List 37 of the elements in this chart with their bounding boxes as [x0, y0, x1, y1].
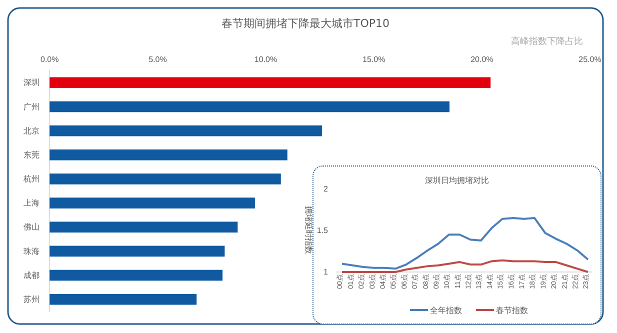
x-tick-label: 20.0%: [470, 55, 494, 64]
y-tick-label: 北京: [24, 126, 40, 136]
x-tick-label: 10.0%: [254, 55, 278, 64]
bar: [50, 77, 491, 88]
y-tick-label: 珠海: [24, 246, 40, 256]
x-tick-label: 15.0%: [362, 55, 386, 64]
bar: [50, 101, 450, 112]
y-tick-label: 上海: [24, 198, 40, 208]
legend-label: 全年指数: [430, 306, 462, 315]
y-tick-label: 杭州: [22, 174, 40, 184]
bar: [50, 222, 238, 233]
line-series: [341, 259, 589, 273]
bar: [50, 246, 225, 257]
chart-title: 春节期间拥堵下降最大城市TOP10: [221, 17, 390, 30]
y-tick-label: 成都: [24, 270, 40, 280]
bar: [50, 198, 255, 208]
y-tick-label: 苏州: [24, 294, 40, 304]
y-tick-label: 东莞: [24, 150, 40, 160]
bar: [50, 174, 281, 184]
y-axis-title: 拥堵延时指数: [304, 206, 313, 254]
x-axis-title: 高峰指数下降占比: [511, 36, 583, 47]
x-tick-label: 0.0%: [40, 55, 59, 64]
y-tick-label: 佛山: [24, 222, 40, 232]
legend-label: 春节指数: [496, 306, 528, 315]
x-tick-label: 25.0%: [578, 55, 602, 64]
bar: [50, 294, 197, 305]
y-tick-label: 2: [324, 184, 329, 194]
chart-title: 深圳日均拥堵对比: [425, 176, 489, 185]
line-series: [341, 217, 589, 270]
y-tick-label: 广州: [24, 102, 40, 112]
y-tick-label: 深圳: [24, 78, 40, 88]
y-tick-label: 1: [324, 268, 329, 277]
bar: [50, 125, 322, 136]
bar: [50, 149, 288, 160]
y-tick-label: 1.5: [316, 226, 329, 236]
bar: [50, 270, 223, 281]
x-tick-label: 5.0%: [148, 55, 167, 64]
